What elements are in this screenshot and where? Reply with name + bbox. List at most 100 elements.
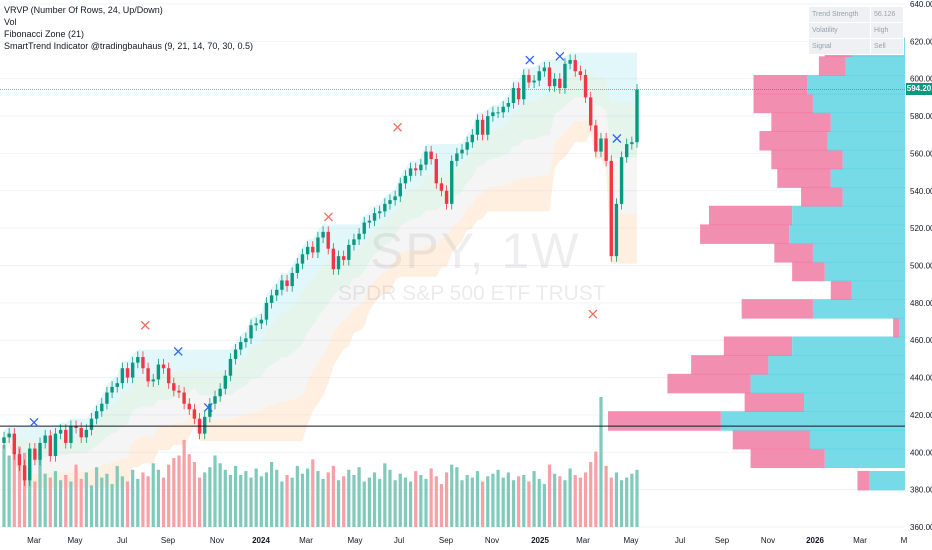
volume-bar: [105, 473, 109, 527]
indicator-smarttrend[interactable]: SmartTrend Indicator @tradingbauhaus (9,…: [4, 41, 253, 51]
price-tick-label: 480.00: [910, 299, 932, 308]
volume-bar: [28, 468, 32, 527]
volume-bar: [213, 455, 217, 527]
candle-body: [228, 358, 233, 376]
volume-bar: [244, 471, 248, 527]
volume-bar: [228, 475, 233, 527]
volume-bar: [501, 477, 505, 527]
candle-body: [254, 323, 258, 326]
candle-body: [285, 280, 289, 287]
candle-body: [419, 164, 423, 171]
volume-bar: [331, 465, 335, 527]
price-tick-label: 540.00: [910, 187, 932, 196]
candle-body: [599, 138, 603, 152]
vp-up-bar: [830, 112, 905, 132]
vp-down-bar: [801, 187, 843, 207]
table-label: Trend Strength: [807, 6, 872, 23]
candle-body: [22, 465, 27, 481]
candle-body: [269, 295, 274, 303]
volume-bar: [84, 472, 88, 527]
volume-bar: [578, 477, 582, 527]
volume-bar: [254, 468, 258, 527]
candle-body: [388, 200, 392, 204]
candle-body: [120, 368, 125, 384]
volume-bar: [352, 475, 356, 527]
candle-body: [558, 78, 562, 89]
vp-down-bar: [792, 261, 825, 282]
vp-down-bar: [774, 243, 813, 263]
signal-markers: [29, 51, 622, 427]
volume-bar: [491, 473, 495, 527]
fibonacci-zone: [4, 52, 637, 488]
indicator-vrvp[interactable]: VRVP (Number Of Rows, 24, Up/Down): [4, 5, 163, 15]
time-tick-label: 2024: [252, 536, 270, 545]
candle-body: [2, 437, 6, 443]
vp-down-bar: [741, 299, 813, 319]
candle-body: [115, 383, 119, 387]
candle-body: [352, 239, 356, 245]
candle-body: [28, 448, 32, 481]
candle-body: [630, 142, 634, 145]
candle-body: [578, 71, 583, 75]
volume-bar: [2, 445, 6, 527]
volume-bar: [573, 475, 577, 527]
vp-up-bar: [804, 392, 905, 413]
candle-body: [311, 246, 315, 253]
candle-body: [89, 418, 94, 430]
candle-body: [7, 433, 11, 438]
volume-bar: [182, 439, 186, 527]
candle-body: [516, 88, 521, 100]
indicator-vol[interactable]: Vol: [4, 17, 17, 27]
price-tick-label: 560.00: [910, 149, 932, 158]
table-value: 56.126: [870, 6, 904, 23]
vp-up-bar: [842, 149, 905, 170]
vp-up-bar: [768, 355, 905, 375]
time-tick-label: 2026: [806, 536, 824, 545]
volume-bar: [167, 464, 171, 527]
candle-body: [635, 89, 639, 143]
price-tick-label: 640.00: [910, 0, 932, 9]
volume-bar: [455, 467, 459, 527]
volume-bar: [594, 451, 598, 527]
indicator-fibonacci[interactable]: Fibonacci Zone (21): [4, 29, 85, 39]
vp-down-bar: [771, 149, 843, 170]
candle-body: [326, 231, 330, 249]
vp-up-bar: [750, 373, 905, 394]
candle-body: [79, 428, 83, 438]
candle-body: [486, 116, 490, 135]
price-axis[interactable]: 640.00 620.00 600.00 580.00 560.00 540.00 520.…: [910, 0, 932, 532]
indicator-legend: VRVP (Number Of Rows, 24, Up/Down) Vol F…: [4, 4, 253, 52]
volume-bar: [156, 469, 160, 527]
signal-marker: [140, 320, 150, 330]
candle-body: [336, 256, 341, 270]
price-tick-label: 360.00: [910, 523, 932, 532]
candle-body: [614, 203, 619, 257]
volume-bar: [59, 480, 63, 527]
volume-bar: [43, 473, 47, 527]
volume-bar: [115, 465, 119, 527]
volume-bar: [100, 477, 104, 527]
candle-body: [74, 426, 78, 429]
volume-bar: [203, 472, 207, 527]
volume-bar: [481, 481, 485, 527]
volume-bar: [537, 478, 541, 527]
candle-body: [316, 237, 320, 253]
candle-body: [383, 203, 387, 212]
volume-bar: [630, 473, 634, 527]
price-tick-label: 520.00: [910, 224, 932, 233]
volume-bar: [362, 481, 366, 527]
vp-up-bar: [792, 205, 905, 226]
volume-bar: [295, 465, 299, 527]
time-axis[interactable]: Mar May Jul Sep Nov 2024 Mar May Jul Sep Nov 2025 Ma…: [27, 536, 908, 545]
volume-bar: [635, 469, 639, 527]
volume-bar: [486, 476, 490, 527]
candle-body: [125, 368, 130, 378]
volume-bar: [316, 471, 320, 527]
vp-down-bar: [857, 470, 870, 491]
candle-body: [223, 375, 227, 389]
candle-body: [450, 160, 454, 204]
volume-bar: [496, 469, 500, 527]
volume-bar: [444, 472, 449, 527]
candle-body: [455, 153, 459, 161]
